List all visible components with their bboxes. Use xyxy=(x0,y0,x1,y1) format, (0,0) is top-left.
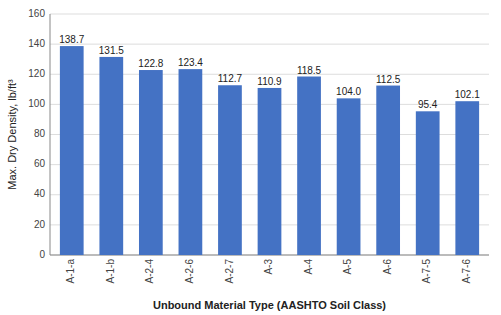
y-tick-label: 80 xyxy=(34,128,46,139)
x-tick-label: A-4 xyxy=(303,259,314,275)
bar xyxy=(139,70,163,255)
y-tick-label: 140 xyxy=(28,38,45,49)
bar xyxy=(297,77,321,255)
data-label: 95.4 xyxy=(418,99,438,110)
x-tick-label: A-1-a xyxy=(65,259,76,284)
x-tick-label: A-2-7 xyxy=(224,259,235,284)
data-label: 138.7 xyxy=(59,34,84,45)
y-tick-label: 40 xyxy=(34,188,46,199)
x-tick-label: A-7-6 xyxy=(461,259,472,284)
bar xyxy=(258,88,282,255)
y-tick-label: 100 xyxy=(28,98,45,109)
data-label: 131.5 xyxy=(99,45,124,56)
data-label: 110.9 xyxy=(257,76,282,87)
bar xyxy=(179,69,203,255)
x-tick-label: A-2-6 xyxy=(184,259,195,284)
data-label: 123.4 xyxy=(178,57,203,68)
y-tick-label: 0 xyxy=(39,249,45,260)
x-tick-label: A-7-5 xyxy=(421,259,432,284)
x-axis-title: Unbound Material Type (AASHTO Soil Class… xyxy=(153,299,386,311)
bar xyxy=(99,57,123,255)
bar xyxy=(455,101,479,255)
bar xyxy=(376,86,400,255)
y-axis-title: Max. Dry Density, lb/ft³ xyxy=(6,79,18,190)
y-tick-label: 20 xyxy=(34,219,46,230)
data-label: 112.5 xyxy=(376,74,401,85)
bars xyxy=(60,46,479,255)
chart-svg: 0 20 40 60 80 100 120 140 160 A-1-a A-1-b A-2-4 A-2-… xyxy=(0,0,501,315)
data-labels: 138.7 131.5 122.8 123.4 112.7 110.9 118.5 104.0… xyxy=(59,34,480,110)
data-label: 112.7 xyxy=(218,73,243,84)
grid xyxy=(50,14,489,255)
x-tick-label: A-1-b xyxy=(105,259,116,284)
y-tick-label: 160 xyxy=(28,8,45,19)
grid-line xyxy=(50,14,489,15)
bar xyxy=(218,85,242,255)
data-label: 118.5 xyxy=(297,65,322,76)
x-tick-label: A-5 xyxy=(342,259,353,275)
x-tick-label: A-6 xyxy=(382,259,393,275)
data-label: 102.1 xyxy=(455,89,480,100)
y-axis-line xyxy=(50,14,51,255)
chart-container: 0 20 40 60 80 100 120 140 160 A-1-a A-1-b A-2-4 A-2-… xyxy=(0,0,501,315)
data-label: 122.8 xyxy=(138,58,163,69)
bar xyxy=(416,111,440,255)
x-tick-label: A-2-4 xyxy=(144,259,155,284)
data-label: 104.0 xyxy=(336,86,361,97)
axes: 0 20 40 60 80 100 120 140 160 A-1-a A-1-b A-2-4 A-2-… xyxy=(28,8,489,284)
y-tick-label: 120 xyxy=(28,68,45,79)
bar xyxy=(60,46,84,255)
y-tick-label: 60 xyxy=(34,158,46,169)
bar xyxy=(337,98,361,255)
x-tick-label: A-3 xyxy=(263,259,274,275)
